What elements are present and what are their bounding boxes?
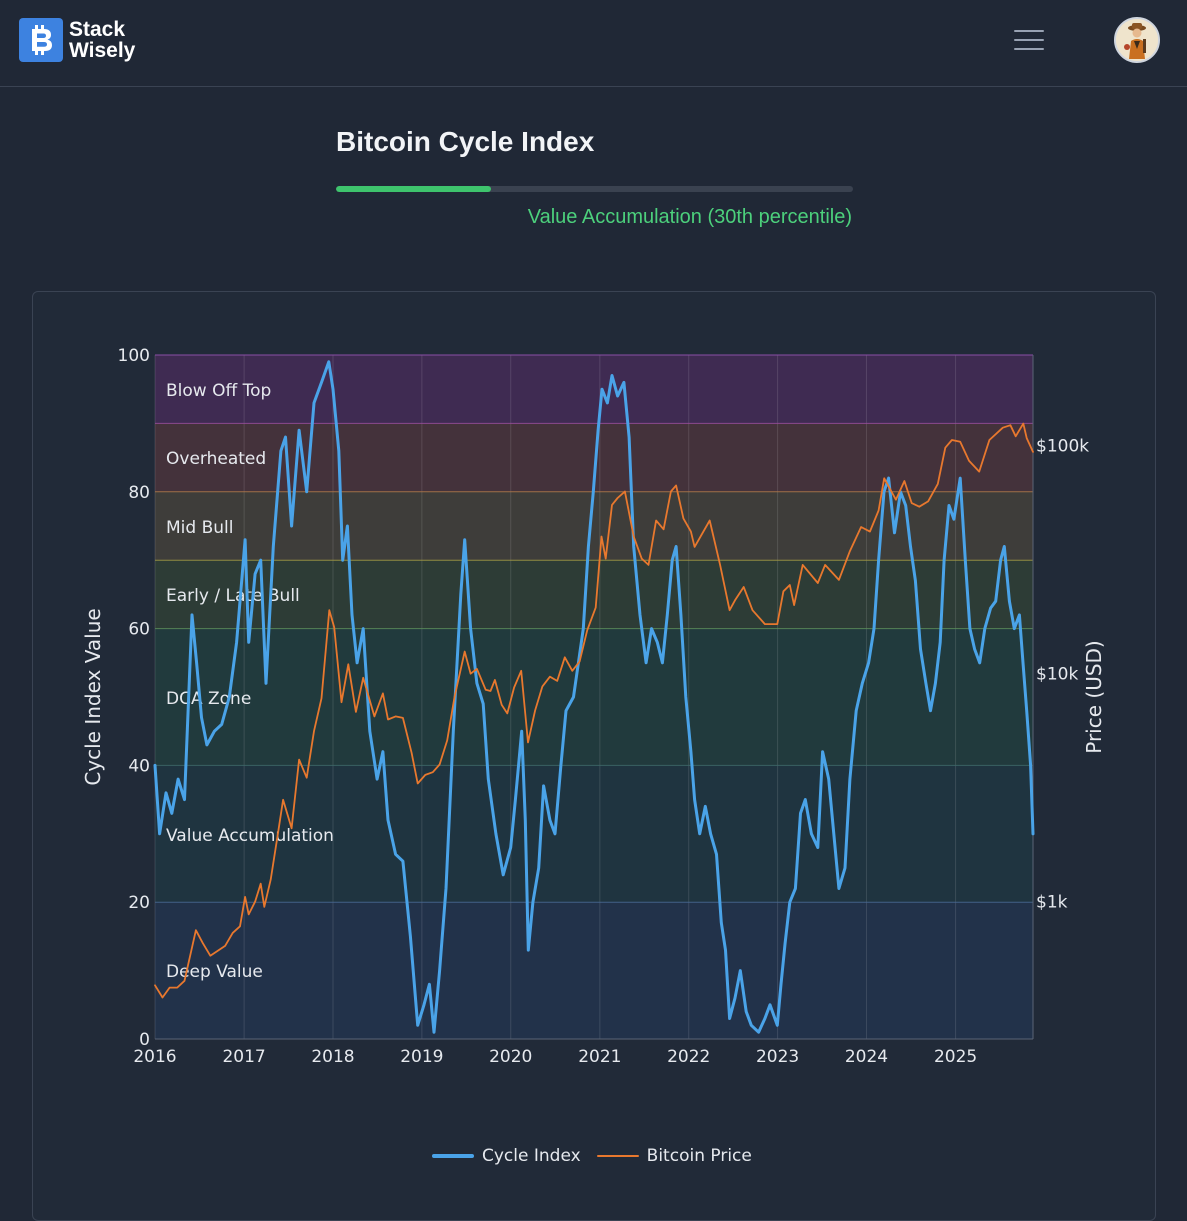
chart-legend: Cycle Index Bitcoin Price <box>432 1144 768 1168</box>
y-right-tick-100k: $100k <box>1036 437 1089 457</box>
x-tick-2024: 2024 <box>845 1047 888 1067</box>
cycle-progress-fill <box>336 186 492 192</box>
band-blow-off-top <box>155 355 1033 424</box>
band-label-early-late-bull: Early / Late Bull <box>166 586 300 606</box>
y-left-axis-title: Cycle Index Value <box>81 608 105 785</box>
band-deep-value <box>155 902 1033 1039</box>
user-avatar[interactable] <box>1114 17 1160 63</box>
brand-line-1: Stack <box>69 18 126 41</box>
series-line-cycle-index[interactable] <box>153 360 1035 1034</box>
page-title: Bitcoin Cycle Index <box>336 126 595 157</box>
series-line-bitcoin-price[interactable] <box>154 422 1034 999</box>
band-early-late-bull <box>155 560 1033 629</box>
brand-name[interactable]: Stack Wisely <box>69 19 135 61</box>
cycle-progress-bar <box>336 186 853 192</box>
legend-label-bitcoin-price: Bitcoin Price <box>646 1146 752 1166</box>
x-tick-2022: 2022 <box>667 1047 710 1067</box>
x-tick-2025: 2025 <box>934 1047 977 1067</box>
bitcoin-logo-glyph <box>32 25 52 55</box>
band-label-blow-off-top: Blow Off Top <box>166 381 271 401</box>
y-left-tick-20: 20 <box>128 893 150 913</box>
bitcoin-icon[interactable] <box>19 18 63 62</box>
y-right-tick-1k: $1k <box>1036 893 1068 913</box>
band-label-dca-zone: DCA Zone <box>166 689 251 709</box>
band-value-accumulation <box>155 765 1033 903</box>
y-left-tick-80: 80 <box>128 483 150 503</box>
legend-swatch-bitcoin-price <box>596 1155 639 1157</box>
current-zone-label: Value Accumulation (30th percentile) <box>527 206 852 228</box>
legend-item-bitcoin-price[interactable]: Bitcoin Price <box>596 1146 752 1166</box>
band-label-value-accumulation: Value Accumulation <box>166 826 334 846</box>
legend-label-cycle-index: Cycle Index <box>482 1146 581 1166</box>
band-label-overheated: Overheated <box>166 449 266 469</box>
avatar-figure-icon <box>1116 19 1158 61</box>
legend-swatch-cycle-index <box>432 1154 474 1158</box>
y-right-tick-10k: $10k <box>1036 665 1078 685</box>
band-mid-bull <box>155 491 1033 561</box>
x-tick-2023: 2023 <box>756 1047 799 1067</box>
y-left-tick-60: 60 <box>128 620 150 640</box>
x-tick-2016: 2016 <box>133 1047 176 1067</box>
x-tick-2017: 2017 <box>222 1047 265 1067</box>
brand-line-2: Wisely <box>69 39 136 62</box>
x-tick-2021: 2021 <box>578 1047 621 1067</box>
x-tick-2018: 2018 <box>311 1047 354 1067</box>
y-left-tick-100: 100 <box>118 346 150 366</box>
hamburger-menu-icon[interactable] <box>1014 30 1044 54</box>
y-left-tick-0: 0 <box>139 1030 150 1050</box>
y-right-axis-title: Price (USD) <box>1082 640 1106 754</box>
legend-item-cycle-index[interactable]: Cycle Index <box>432 1146 581 1166</box>
x-tick-2019: 2019 <box>400 1047 443 1067</box>
band-dca-zone <box>155 628 1033 766</box>
top-navigation-bar: Stack Wisely <box>0 0 1187 87</box>
band-label-deep-value: Deep Value <box>166 962 263 982</box>
x-tick-2020: 2020 <box>489 1047 532 1067</box>
y-left-tick-40: 40 <box>128 756 150 776</box>
band-label-mid-bull: Mid Bull <box>166 518 233 538</box>
